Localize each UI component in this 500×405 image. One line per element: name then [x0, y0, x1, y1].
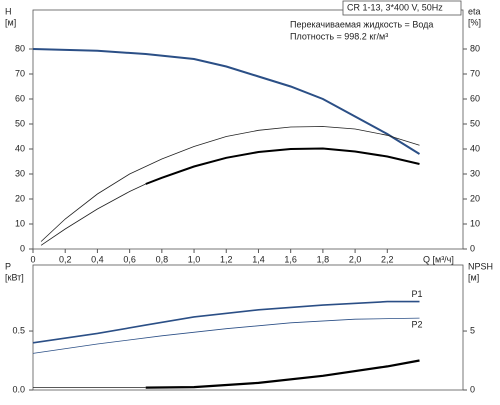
- x-tick-label: 1,6: [284, 254, 297, 264]
- y-tick-label: 20: [15, 193, 25, 203]
- curve: [32, 48, 421, 155]
- x-tick-label: 0,2: [59, 254, 72, 264]
- y-axis-label: [м]: [5, 17, 16, 27]
- y2-axis-label: eta: [468, 6, 481, 16]
- x-tick-label: 1,2: [220, 254, 233, 264]
- y-tick-label: 40: [15, 143, 25, 153]
- y-tick-label: 0.5: [12, 325, 25, 335]
- x-tick-label: 1,8: [317, 254, 330, 264]
- x-tick-label: 0,4: [91, 254, 104, 264]
- curve-label: P2: [412, 319, 423, 329]
- curve: [32, 300, 420, 344]
- y-tick-label: 50: [15, 118, 25, 128]
- y2-tick-label: 50: [470, 118, 480, 128]
- x-tick-label: 1,0: [188, 254, 201, 264]
- chart-title: CR 1-13, 3*400 V, 50Hz: [347, 2, 443, 12]
- x-tick-label: 0,6: [123, 254, 136, 264]
- curve: [145, 147, 420, 185]
- y2-tick-label: 5: [470, 325, 475, 335]
- x-tick-label: 1,4: [252, 254, 265, 264]
- x-tick-label: 0,8: [156, 254, 169, 264]
- curve: [40, 126, 420, 242]
- title-box: [342, 0, 462, 16]
- y-axis-label: P: [5, 261, 11, 271]
- curve: [145, 359, 420, 389]
- y2-tick-label: 70: [470, 68, 480, 78]
- curve: [32, 317, 420, 354]
- plot-frame: [32, 264, 464, 391]
- y-tick-label: 60: [15, 93, 25, 103]
- y2-tick-label: 0: [470, 243, 475, 253]
- x-axis-label: Q [м³/ч]: [423, 254, 454, 264]
- y2-tick-label: 60: [470, 93, 480, 103]
- annotation: Плотность = 998.2 кг/м³: [290, 31, 388, 41]
- y-tick-label: 0.0: [12, 384, 25, 394]
- y2-axis-label: [м]: [468, 272, 479, 282]
- y2-tick-label: 80: [470, 43, 480, 53]
- curve-label: P1: [412, 289, 423, 299]
- y2-tick-label: 0: [470, 384, 475, 394]
- curve: [40, 183, 146, 246]
- y2-tick-label: 30: [470, 168, 480, 178]
- y-tick-label: 80: [15, 43, 25, 53]
- plot-frame: [32, 9, 464, 250]
- x-tick-label: 2,2: [381, 254, 394, 264]
- y-axis-label: [кВт]: [5, 272, 24, 282]
- y2-axis-label: [%]: [468, 17, 481, 27]
- annotation: Перекачиваемая жидкость = Вода: [290, 19, 433, 29]
- y-tick-label: 70: [15, 68, 25, 78]
- y2-tick-label: 20: [470, 193, 480, 203]
- y-tick-label: 30: [15, 168, 25, 178]
- y2-tick-label: 40: [470, 143, 480, 153]
- y-tick-label: 10: [15, 218, 25, 228]
- y2-tick-label: 10: [470, 218, 480, 228]
- x-tick-label: 0: [30, 254, 35, 264]
- y2-axis-label: NPSH: [468, 261, 493, 271]
- y-tick-label: 0: [20, 243, 25, 253]
- y-axis-label: H: [5, 6, 12, 16]
- x-tick-label: 2,0: [349, 254, 362, 264]
